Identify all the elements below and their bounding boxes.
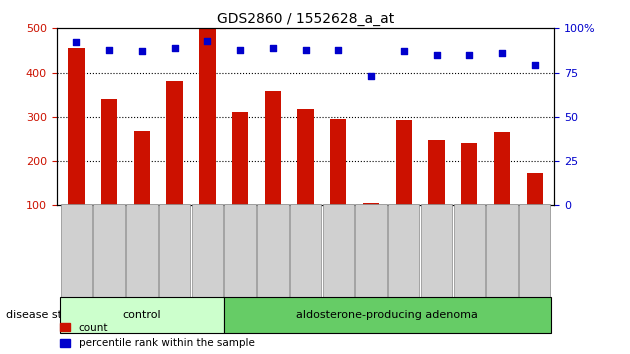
Bar: [330, 119, 346, 205]
Point: [530, 63, 540, 68]
Bar: [166, 81, 183, 205]
Point: [202, 38, 212, 44]
Point: [497, 50, 507, 56]
Title: GDS2860 / 1552628_a_at: GDS2860 / 1552628_a_at: [217, 12, 394, 26]
Point: [366, 73, 376, 79]
Point: [399, 48, 409, 54]
Point: [235, 47, 245, 52]
Legend: count, percentile rank within the sample: count, percentile rank within the sample: [55, 319, 258, 352]
Point: [333, 47, 343, 52]
Point: [301, 47, 311, 52]
Bar: [199, 29, 215, 205]
Bar: [461, 143, 478, 205]
Bar: [68, 48, 84, 205]
Point: [169, 45, 180, 51]
Bar: [265, 91, 281, 205]
Bar: [232, 113, 248, 205]
Bar: [101, 99, 117, 205]
Text: control: control: [122, 310, 161, 320]
Bar: [494, 132, 510, 205]
Text: aldosterone-producing adenoma: aldosterone-producing adenoma: [297, 310, 478, 320]
Point: [268, 45, 278, 51]
Bar: [527, 173, 543, 205]
Bar: [363, 203, 379, 205]
Point: [71, 40, 81, 45]
Point: [464, 52, 474, 58]
Bar: [297, 109, 314, 205]
Point: [137, 48, 147, 54]
Bar: [428, 140, 445, 205]
Bar: [396, 120, 412, 205]
Text: disease state ▶: disease state ▶: [6, 310, 93, 320]
Point: [432, 52, 442, 58]
Point: [104, 47, 114, 52]
Bar: [134, 131, 150, 205]
